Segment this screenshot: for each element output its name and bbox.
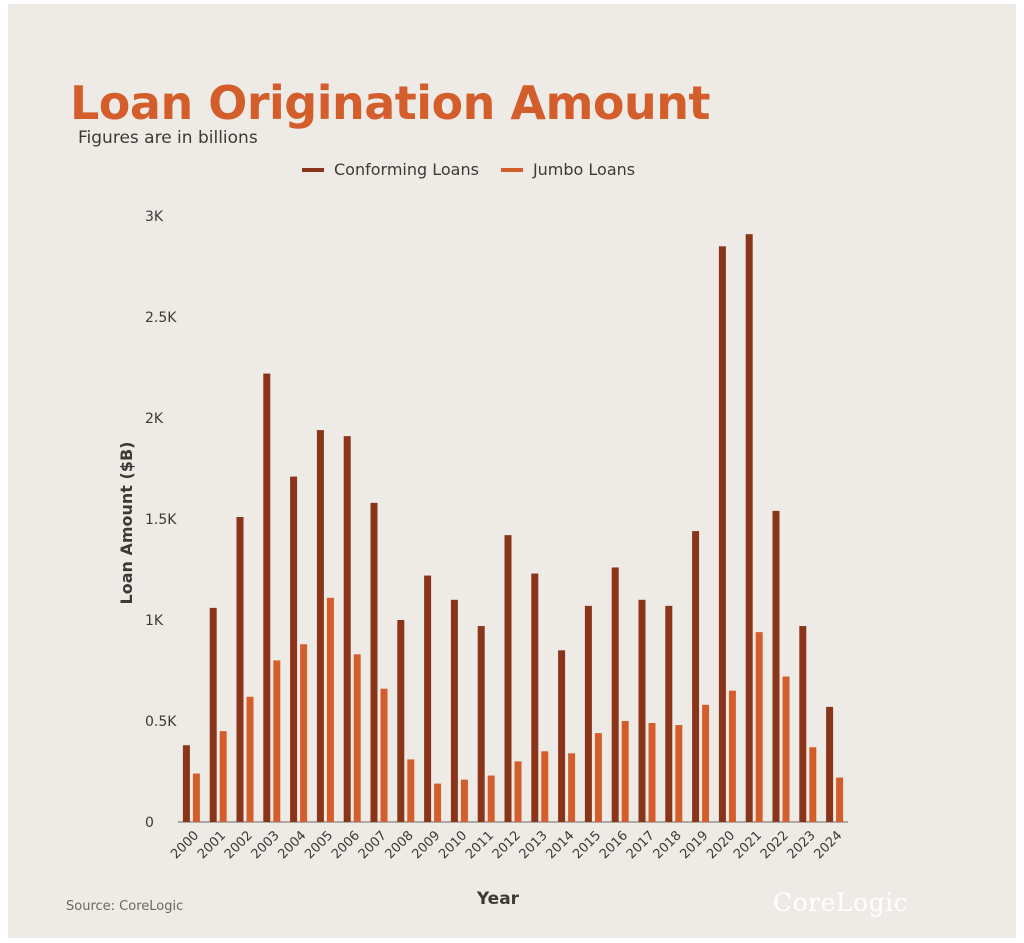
bar-conforming — [424, 575, 432, 822]
bar-jumbo — [300, 644, 308, 822]
bar-conforming — [692, 531, 700, 822]
bar-conforming — [799, 626, 807, 822]
x-tick-label: 2016 — [597, 828, 631, 862]
corelogic-logo: CoreLogic — [773, 888, 909, 917]
x-tick-label: 2008 — [383, 828, 417, 862]
x-tick-label: 2013 — [517, 828, 551, 862]
x-tick-label: 2017 — [624, 828, 658, 862]
x-tick-label: 2022 — [758, 828, 792, 862]
bar-conforming — [558, 650, 566, 822]
x-tick-label: 2021 — [731, 828, 765, 862]
legend-swatch-conforming — [302, 167, 324, 172]
bar-conforming — [397, 620, 405, 822]
bar-jumbo — [246, 696, 254, 822]
y-tick-label: 3K — [145, 209, 164, 225]
bar-jumbo — [460, 779, 468, 822]
bar-jumbo — [675, 725, 683, 822]
legend-swatch-jumbo — [500, 167, 523, 172]
bar-jumbo — [594, 733, 602, 822]
x-tick-label: 2011 — [463, 828, 497, 862]
bar-jumbo — [541, 751, 549, 822]
bar-jumbo — [192, 773, 200, 822]
legend-item-conforming: Conforming Loans — [302, 160, 479, 179]
bar-jumbo — [782, 676, 790, 822]
bar-conforming — [826, 706, 834, 822]
bar-jumbo — [514, 761, 522, 822]
chart-card: Loan Origination Amount Figures are in b… — [8, 4, 1016, 938]
bar-conforming — [745, 234, 753, 822]
bar-jumbo — [702, 704, 710, 822]
bar-jumbo — [836, 777, 844, 822]
y-tick-label: 1.5K — [145, 512, 177, 528]
bar-conforming — [450, 599, 458, 822]
x-tick-label: 2007 — [356, 828, 390, 862]
x-tick-label: 2018 — [651, 828, 685, 862]
x-tick-label: 2012 — [490, 828, 524, 862]
y-tick-label: 2K — [145, 411, 164, 427]
x-tick-label: 2010 — [436, 828, 470, 862]
legend-label-jumbo: Jumbo Loans — [532, 160, 636, 179]
bar-conforming — [718, 246, 726, 823]
bar-conforming — [263, 373, 271, 822]
source-note: Source: CoreLogic — [66, 899, 184, 914]
x-tick-label: 2005 — [302, 828, 336, 862]
y-tick-label: 0.5K — [145, 714, 177, 730]
bar-conforming — [236, 516, 244, 822]
bar-jumbo — [273, 660, 281, 822]
x-tick-label: 2009 — [409, 828, 443, 862]
bar-conforming — [343, 436, 351, 822]
bar-jumbo — [648, 723, 656, 822]
bar-jumbo — [568, 753, 576, 822]
bar-jumbo — [326, 597, 334, 822]
bar-conforming — [290, 476, 298, 822]
legend-item-jumbo: Jumbo Loans — [500, 160, 636, 179]
x-tick-label: 2002 — [222, 828, 256, 862]
chart-subtitle: Figures are in billions — [78, 128, 258, 148]
bar-jumbo — [353, 654, 361, 822]
bar-jumbo — [434, 783, 442, 822]
bar-conforming — [477, 626, 485, 822]
chart-legend: Conforming Loans Jumbo Loans — [302, 160, 657, 179]
x-tick-label: 2003 — [249, 828, 283, 862]
x-tick-label: 2023 — [785, 828, 819, 862]
bar-jumbo — [407, 759, 415, 822]
chart-title: Loan Origination Amount — [70, 76, 711, 130]
bar-conforming — [182, 745, 190, 822]
x-axis-label: Year — [476, 889, 520, 909]
y-axis-label: Loan Amount ($B) — [117, 442, 136, 605]
x-tick-label: 2006 — [329, 828, 363, 862]
y-tick-label: 1K — [145, 613, 164, 629]
x-tick-label: 2024 — [811, 828, 845, 862]
y-tick-label: 0 — [145, 815, 154, 831]
x-tick-label: 2015 — [570, 828, 604, 862]
x-tick-label: 2001 — [195, 828, 229, 862]
bar-conforming — [772, 510, 780, 822]
bar-conforming — [504, 535, 512, 822]
bar-conforming — [370, 502, 378, 822]
bar-jumbo — [219, 731, 227, 822]
bar-conforming — [584, 605, 592, 822]
bar-conforming — [665, 605, 673, 822]
x-tick-label: 2004 — [275, 828, 309, 862]
y-tick-label: 2.5K — [145, 310, 177, 326]
x-tick-label: 2014 — [543, 828, 577, 862]
x-tick-label: 2000 — [168, 828, 202, 862]
bar-conforming — [638, 599, 646, 822]
bar-conforming — [209, 607, 217, 822]
bar-conforming — [316, 430, 324, 822]
bar-jumbo — [487, 775, 495, 822]
bar-jumbo — [755, 632, 763, 822]
x-tick-label: 2020 — [704, 828, 738, 862]
bar-jumbo — [380, 688, 388, 822]
bar-jumbo — [728, 690, 736, 822]
bar-conforming — [531, 573, 539, 822]
bar-conforming — [611, 567, 619, 822]
x-tick-label: 2019 — [677, 828, 711, 862]
legend-label-conforming: Conforming Loans — [334, 160, 479, 179]
bar-jumbo — [621, 721, 629, 822]
bar-jumbo — [809, 747, 817, 822]
